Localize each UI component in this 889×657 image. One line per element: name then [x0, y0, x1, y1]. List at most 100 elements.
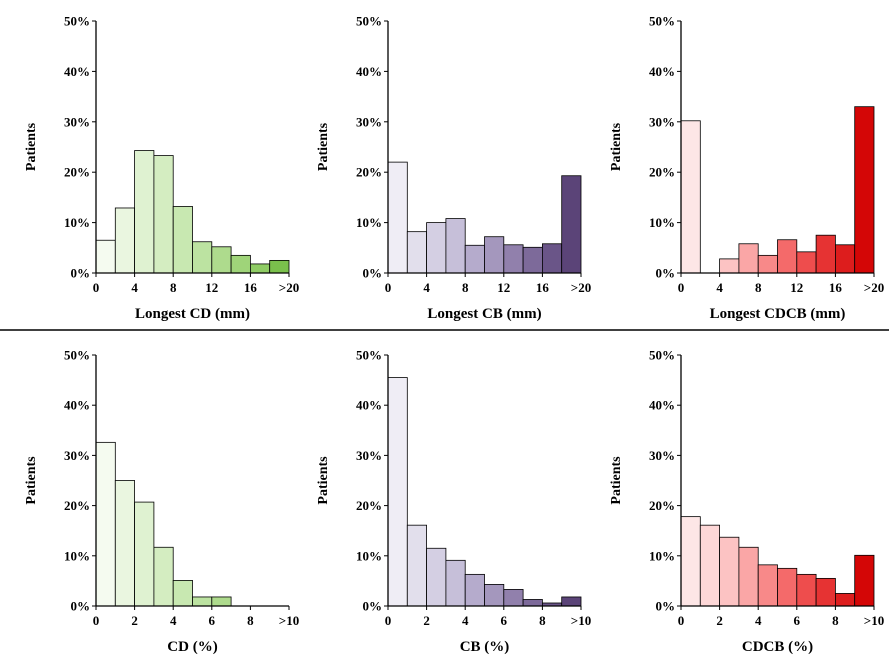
bar	[269, 259, 290, 274]
y-axis-title: Patients	[24, 122, 39, 171]
bar	[484, 584, 505, 607]
x-tick-label: 12	[790, 280, 803, 295]
x-tick-label: 6	[794, 613, 801, 628]
bar	[406, 231, 427, 274]
x-tick-label: 8	[539, 613, 546, 628]
y-tick-label: 30%	[356, 448, 382, 463]
y-tick-label: 50%	[649, 348, 675, 363]
x-tick-label: 4	[755, 613, 762, 628]
y-tick-label: 10%	[356, 215, 382, 230]
bar	[561, 175, 582, 274]
y-axis-title: Patients	[316, 122, 331, 171]
bar	[796, 573, 817, 607]
chart-panel-2: 0% 10% 20% 30% 40% 50% 0 4 8 12 16 >20 Longest CB (m…	[316, 14, 591, 323]
bar	[777, 567, 798, 607]
y-tick-label: 30%	[64, 448, 90, 463]
bar	[503, 589, 524, 607]
chart-panel-4: 0% 10% 20% 30% 40% 50% 0 2 4 6 8 >10 CD (%) Patients	[24, 348, 299, 656]
y-tick-label: 50%	[649, 14, 675, 29]
y-tick-label: 50%	[356, 348, 382, 363]
bar	[484, 236, 505, 274]
bar	[172, 206, 193, 274]
bar	[211, 246, 232, 274]
y-axis-title: Patients	[609, 456, 624, 505]
chart-panel-1: 0% 10% 20% 30% 40% 50% 0 4 8 12 16 >20 Longest CD (m…	[24, 14, 299, 323]
y-axis-title: Patients	[316, 456, 331, 505]
y-tick-label: 40%	[64, 398, 90, 413]
bar	[134, 150, 155, 274]
bar	[153, 546, 174, 607]
y-tick-label: 10%	[64, 548, 90, 563]
y-tick-label: 50%	[64, 348, 90, 363]
x-tick-label: 8	[832, 613, 839, 628]
bar	[854, 554, 875, 607]
x-tick-label: 16	[829, 280, 843, 295]
x-tick-label: 0	[385, 280, 392, 295]
bar	[464, 573, 485, 607]
x-tick-label: >10	[279, 613, 299, 628]
y-tick-label: 40%	[649, 64, 675, 79]
x-tick-label: 4	[423, 280, 430, 295]
y-tick-label: 10%	[649, 215, 675, 230]
bar	[719, 258, 740, 274]
bar	[249, 263, 271, 274]
bar	[387, 161, 408, 274]
chart-panel-3: 0% 10% 20% 30% 40% 50% 0 4 8 12 16 >20 Longest CDCB …	[609, 14, 884, 323]
bar	[230, 254, 251, 274]
y-tick-label: 0%	[656, 599, 676, 614]
y-tick-label: 10%	[356, 548, 382, 563]
y-tick-label: 20%	[356, 165, 382, 180]
x-axis-title: Longest CDCB (mm)	[710, 306, 846, 322]
bar	[522, 246, 543, 274]
y-axis-title: Patients	[609, 122, 624, 171]
y-tick-label: 0%	[363, 599, 383, 614]
y-tick-label: 10%	[649, 548, 675, 563]
y-tick-label: 30%	[64, 114, 90, 129]
bar	[542, 243, 563, 274]
x-tick-label: 8	[462, 280, 469, 295]
y-tick-label: 40%	[356, 398, 382, 413]
bar	[172, 580, 193, 607]
bar	[503, 244, 524, 274]
y-tick-label: 0%	[656, 266, 676, 281]
x-axis-title: Longest CD (mm)	[135, 306, 250, 322]
bar	[387, 377, 408, 607]
x-tick-label: 16	[536, 280, 550, 295]
y-tick-label: 40%	[356, 64, 382, 79]
x-axis-title: CD (%)	[167, 639, 217, 655]
x-tick-label: >20	[864, 280, 884, 295]
chart-panel-5: 0% 10% 20% 30% 40% 50% 0 2 4 6 8 >10 CB (%) Patients	[316, 348, 591, 656]
bar	[445, 559, 466, 607]
bar	[738, 243, 759, 274]
x-tick-label: >20	[279, 280, 299, 295]
y-tick-label: 0%	[71, 266, 91, 281]
x-tick-label: 0	[678, 280, 685, 295]
bar	[719, 536, 740, 607]
y-tick-label: 50%	[64, 14, 90, 29]
bar	[134, 501, 155, 607]
bar	[854, 106, 875, 274]
y-tick-label: 20%	[64, 165, 90, 180]
y-tick-label: 30%	[356, 114, 382, 129]
x-tick-label: 16	[244, 280, 258, 295]
x-tick-label: 12	[205, 280, 218, 295]
x-axis-title: CDCB (%)	[742, 639, 813, 655]
x-tick-label: 2	[716, 613, 723, 628]
bar	[211, 596, 232, 607]
y-tick-label: 0%	[363, 266, 383, 281]
bar	[114, 207, 136, 274]
bar	[522, 599, 543, 607]
y-tick-label: 20%	[649, 498, 675, 513]
bar	[815, 234, 836, 274]
x-tick-label: 0	[678, 613, 685, 628]
y-tick-label: 30%	[649, 114, 675, 129]
x-tick-label: 8	[170, 280, 177, 295]
x-tick-label: >10	[864, 613, 884, 628]
bar	[738, 546, 759, 607]
bar	[95, 239, 116, 274]
x-tick-label: 0	[385, 613, 392, 628]
bar	[680, 516, 701, 607]
x-tick-label: 4	[462, 613, 469, 628]
y-tick-label: 40%	[649, 398, 675, 413]
